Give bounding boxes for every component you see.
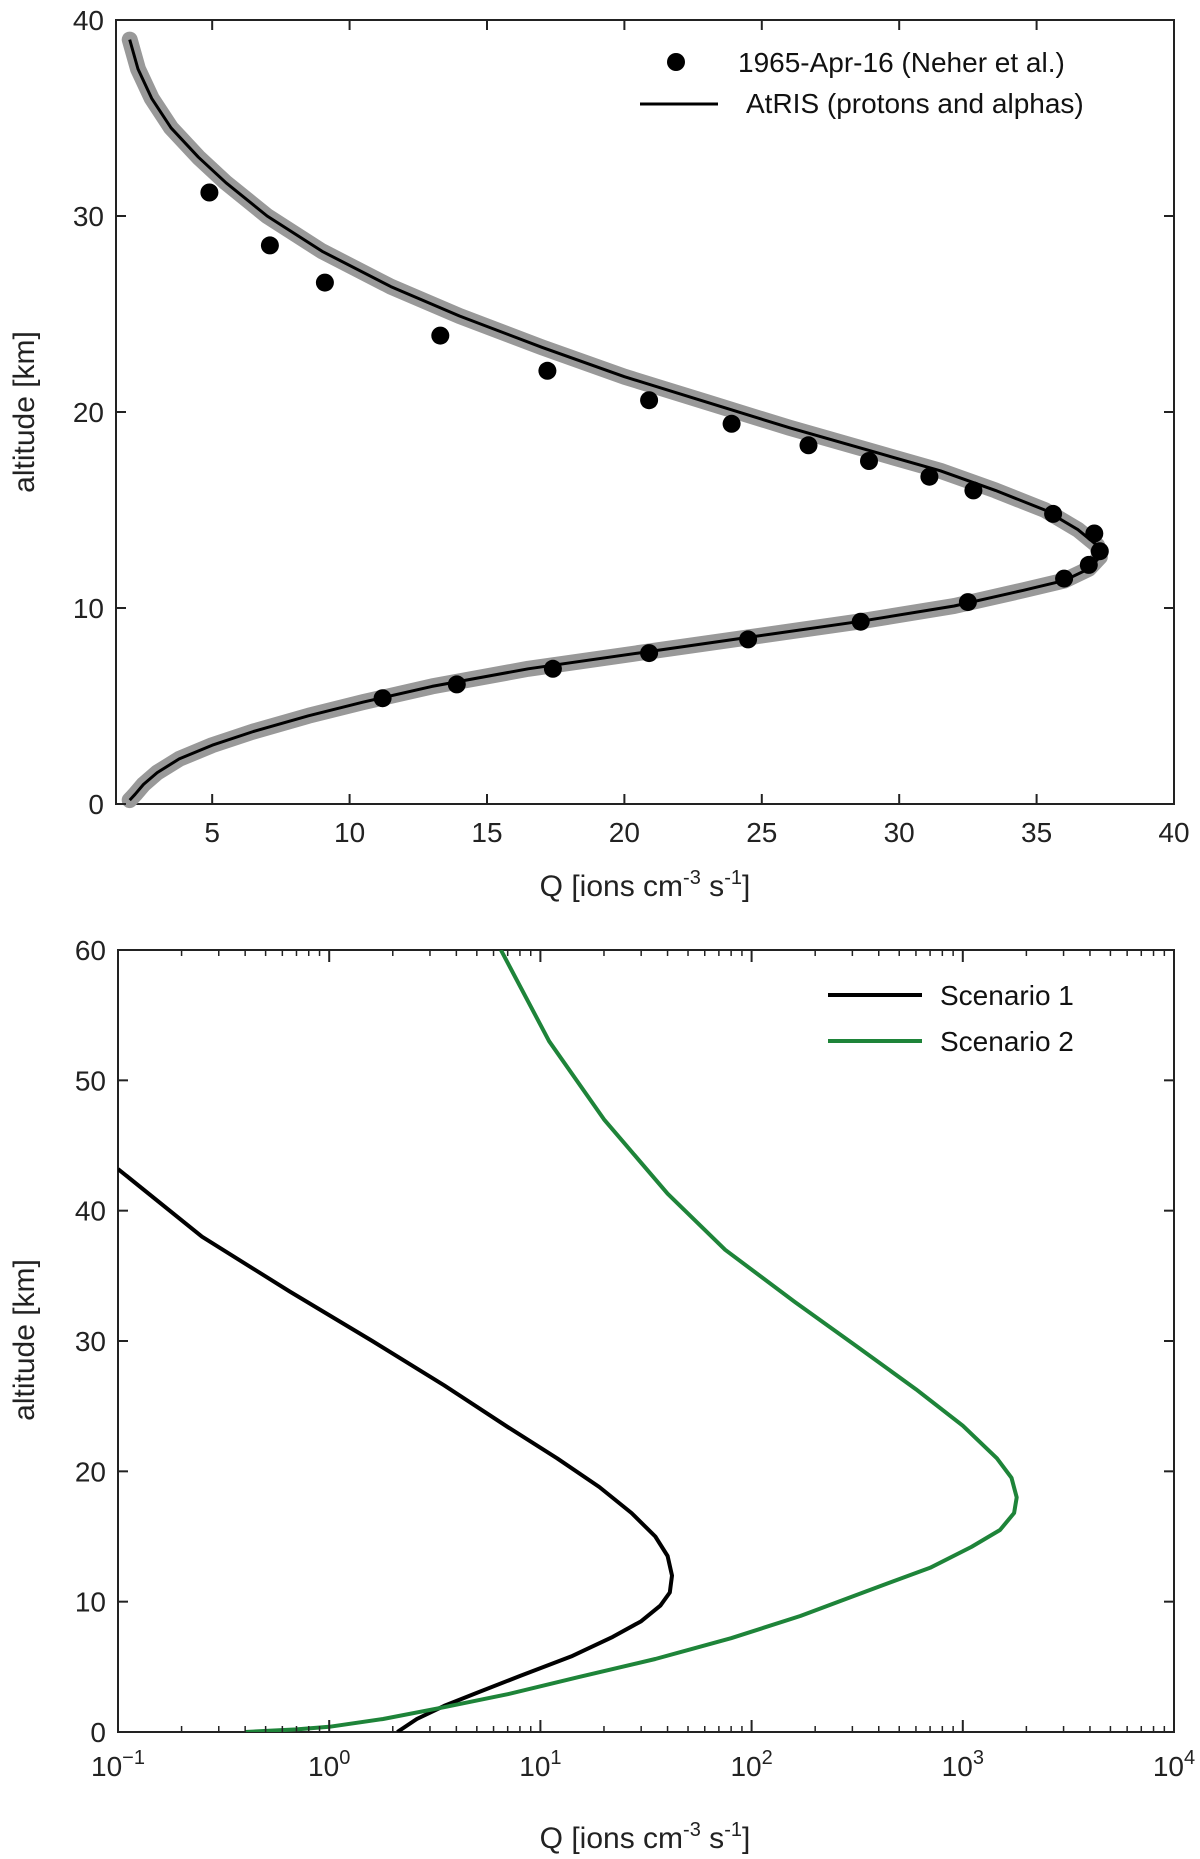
atris-line — [128, 39, 1102, 802]
x-axis-label: Q [ions cm-3 s-1] — [540, 1819, 751, 1855]
x-tick-label: 30 — [884, 817, 915, 848]
legend-marker-neher — [667, 53, 685, 71]
panel-top-chart: 5 10 15 20 25 30 35 40 0 10 20 30 40 Q [ions cm-3 s… — [8, 5, 1190, 903]
x-tick-label: 5 — [204, 817, 220, 848]
data-point-neher — [1055, 569, 1074, 588]
legend-label-scenario-2: Scenario 2 — [940, 1026, 1074, 1057]
scenario-lines-layer — [118, 950, 1019, 1732]
data-point-neher — [722, 414, 741, 433]
data-point-neher — [860, 452, 878, 470]
data-point-neher — [538, 361, 557, 380]
y-tick-label: 20 — [73, 397, 104, 428]
x-tick-label: 101 — [519, 1747, 561, 1782]
x-tick-label: 10 — [334, 817, 365, 848]
x-tick-label: 102 — [730, 1747, 772, 1782]
data-point-neher — [958, 593, 977, 612]
x-tick-label: 20 — [609, 817, 640, 848]
scenario-2-line — [245, 950, 1019, 1732]
data-point-neher — [373, 689, 392, 708]
atris-uncertainty-band-layer — [121, 31, 1108, 809]
y-tick-label: 30 — [75, 1326, 106, 1357]
y-axis-ticks: 0 10 20 30 40 — [73, 5, 1174, 820]
x-tick-label: 104 — [1153, 1747, 1195, 1782]
y-tick-label: 50 — [75, 1065, 106, 1096]
data-point-neher — [964, 481, 983, 500]
data-point-neher — [543, 659, 562, 678]
data-point-neher — [447, 675, 466, 694]
x-tick-label: 40 — [1158, 817, 1189, 848]
legend-bottom: Scenario 1 Scenario 2 — [828, 980, 1074, 1057]
legend-top: 1965-Apr-16 (Neher et al.) AtRIS (proton… — [640, 47, 1084, 119]
y-tick-label: 0 — [90, 1717, 106, 1748]
data-point-neher — [1090, 542, 1109, 561]
x-tick-label: 35 — [1021, 817, 1052, 848]
data-point-neher — [200, 183, 219, 202]
panel-bottom-chart: 10−1 100 101 102 103 104 0 10 20 30 40 50 60 Q [ion… — [8, 935, 1195, 1855]
scenario-1-line — [118, 1167, 674, 1732]
data-point-neher — [640, 644, 659, 663]
data-point-neher — [851, 612, 870, 631]
y-tick-label: 10 — [73, 593, 104, 624]
y-tick-label: 40 — [75, 1196, 106, 1227]
plot-area-frame — [117, 949, 1175, 1733]
data-point-neher — [799, 436, 818, 455]
data-point-neher — [1079, 555, 1098, 574]
data-point-neher — [1044, 504, 1063, 523]
x-axis-ticks: 10−1 100 101 102 103 104 — [91, 950, 1195, 1782]
data-point-neher — [1085, 524, 1104, 543]
data-point-neher — [739, 630, 758, 649]
data-point-neher — [920, 467, 939, 486]
x-axis-ticks: 5 10 15 20 25 30 35 40 — [204, 20, 1190, 848]
data-point-neher — [315, 273, 334, 292]
x-tick-label: 10−1 — [91, 1747, 145, 1782]
y-tick-label: 0 — [88, 789, 104, 820]
atris-line-layer — [128, 39, 1102, 802]
y-tick-label: 60 — [75, 935, 106, 966]
data-point-neher — [640, 391, 659, 410]
x-axis-label: Q [ions cm-3 s-1] — [540, 867, 751, 903]
legend-label-neher: 1965-Apr-16 (Neher et al.) — [738, 47, 1065, 78]
y-axis-label: altitude [km] — [8, 331, 41, 493]
y-axis-label: altitude [km] — [8, 1259, 41, 1421]
neher-points-layer — [200, 183, 1109, 708]
legend-label-scenario-1: Scenario 1 — [940, 980, 1074, 1011]
legend-label-atris: AtRIS (protons and alphas) — [746, 88, 1084, 119]
data-point-neher — [260, 236, 279, 255]
x-tick-label: 25 — [746, 817, 777, 848]
y-axis-ticks: 0 10 20 30 40 50 60 — [75, 935, 1174, 1748]
data-point-neher — [431, 326, 450, 345]
x-tick-label: 100 — [308, 1747, 350, 1782]
y-tick-label: 10 — [75, 1587, 106, 1618]
x-tick-label: 15 — [471, 817, 502, 848]
plot-area-frame — [115, 19, 1175, 805]
y-tick-label: 40 — [73, 5, 104, 36]
x-tick-label: 103 — [942, 1747, 984, 1782]
y-tick-label: 30 — [73, 201, 104, 232]
atris-uncertainty-band — [121, 31, 1108, 809]
y-tick-label: 20 — [75, 1456, 106, 1487]
